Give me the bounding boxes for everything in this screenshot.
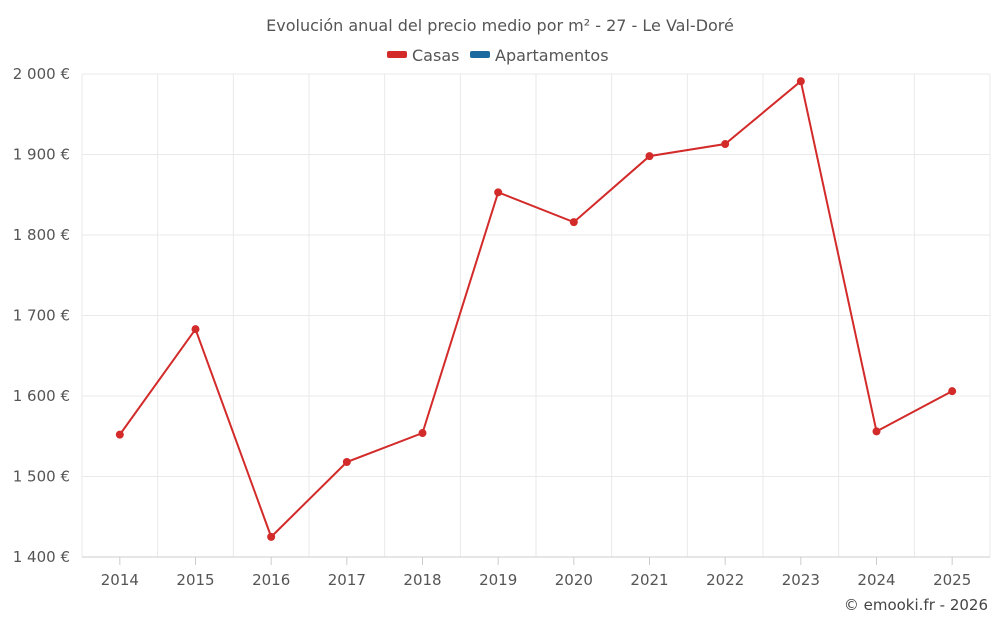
data-point[interactable] bbox=[569, 218, 578, 227]
data-point[interactable] bbox=[645, 152, 654, 161]
data-point[interactable] bbox=[418, 429, 427, 438]
data-point[interactable] bbox=[796, 77, 805, 86]
data-point[interactable] bbox=[721, 140, 730, 149]
x-tick-label: 2020 bbox=[555, 571, 593, 589]
x-tick-label: 2021 bbox=[630, 571, 668, 589]
x-tick-label: 2023 bbox=[782, 571, 820, 589]
data-point[interactable] bbox=[267, 532, 276, 541]
legend-label-casas: Casas bbox=[412, 46, 459, 65]
grid bbox=[81, 73, 991, 557]
y-tick-label: 1 900 € bbox=[13, 146, 70, 164]
legend-swatch-apartamentos bbox=[470, 51, 490, 58]
legend-item-casas[interactable]: Casas bbox=[387, 46, 459, 65]
x-tick-label: 2024 bbox=[857, 571, 895, 589]
y-tick-label: 1 600 € bbox=[13, 387, 70, 405]
legend: Casas Apartamentos bbox=[387, 46, 609, 65]
data-point[interactable] bbox=[115, 430, 124, 439]
legend-label-apartamentos: Apartamentos bbox=[495, 46, 609, 65]
series bbox=[115, 77, 957, 541]
x-tick-label: 2025 bbox=[933, 571, 971, 589]
chart-title: Evolución anual del precio medio por m² … bbox=[266, 16, 734, 35]
data-point[interactable] bbox=[494, 188, 503, 197]
y-tick-label: 1 700 € bbox=[13, 307, 70, 325]
data-point[interactable] bbox=[191, 325, 200, 334]
x-tick-label: 2015 bbox=[176, 571, 214, 589]
legend-item-apartamentos[interactable]: Apartamentos bbox=[470, 46, 609, 65]
data-point[interactable] bbox=[342, 458, 351, 467]
x-tick-label: 2019 bbox=[479, 571, 517, 589]
data-point[interactable] bbox=[872, 427, 881, 436]
x-tick-label: 2016 bbox=[252, 571, 290, 589]
x-tick-label: 2017 bbox=[328, 571, 366, 589]
x-axis: 2014 2015 2016 2017 2018 2019 2020 2021 2022 2023… bbox=[82, 556, 990, 589]
y-tick-label: 1 800 € bbox=[13, 226, 70, 244]
legend-swatch-casas bbox=[387, 51, 407, 58]
y-tick-label: 1 400 € bbox=[13, 548, 70, 566]
y-tick-label: 2 000 € bbox=[13, 65, 70, 83]
x-tick-label: 2018 bbox=[403, 571, 441, 589]
x-tick-label: 2022 bbox=[706, 571, 744, 589]
x-tick-label: 2014 bbox=[101, 571, 139, 589]
y-tick-label: 1 500 € bbox=[13, 468, 70, 486]
y-axis: 1 400 € 1 500 € 1 600 € 1 700 € 1 800 € 1 900… bbox=[13, 65, 70, 566]
credit: © emooki.fr - 2026 bbox=[844, 596, 988, 614]
data-point[interactable] bbox=[948, 387, 957, 396]
series-line-casas bbox=[119, 79, 953, 539]
